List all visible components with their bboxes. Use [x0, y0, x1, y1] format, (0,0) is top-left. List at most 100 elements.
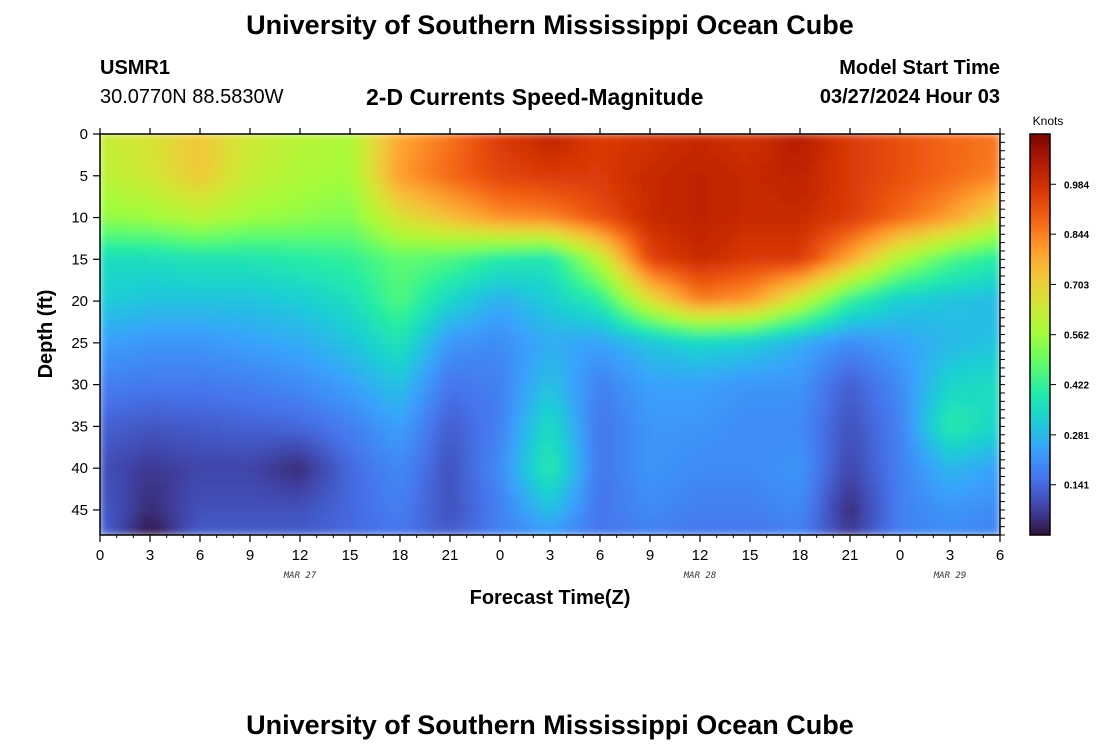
heatmap-cell — [599, 283, 611, 295]
heatmap-cell — [599, 434, 611, 446]
heatmap-cell — [599, 193, 611, 205]
heatmap-cell — [699, 213, 711, 225]
heatmap-cell — [279, 464, 291, 476]
heatmap-cell — [939, 263, 951, 275]
heatmap-cell — [729, 323, 741, 335]
heatmap-cell — [769, 404, 781, 416]
heatmap-cell — [649, 484, 661, 496]
heatmap-cell — [119, 173, 131, 185]
heatmap-cell — [549, 524, 561, 535]
heatmap-cell — [889, 233, 901, 245]
heatmap-cell — [419, 253, 431, 265]
heatmap-cell — [849, 484, 861, 496]
heatmap-cell — [289, 143, 301, 155]
heatmap-cell — [479, 253, 491, 265]
heatmap-cell — [289, 233, 301, 245]
heatmap-cell — [369, 193, 381, 205]
heatmap-cell — [339, 374, 351, 386]
heatmap-cell — [849, 424, 861, 436]
heatmap-cell — [159, 414, 171, 426]
heatmap-cell — [829, 494, 841, 506]
heatmap-cell — [459, 404, 471, 416]
heatmap-cell — [719, 253, 731, 265]
heatmap-cell — [409, 524, 421, 535]
heatmap-cell — [289, 524, 301, 535]
heatmap-cell — [639, 484, 651, 496]
heatmap-cell — [959, 213, 971, 225]
y-axis-label: Depth (ft) — [35, 290, 57, 379]
heatmap-cell — [429, 223, 441, 235]
heatmap-cell — [579, 143, 591, 155]
heatmap-cell — [779, 414, 791, 426]
heatmap-cell — [939, 504, 951, 516]
heatmap-cell — [759, 414, 771, 426]
heatmap-cell — [689, 424, 701, 436]
heatmap-cell — [789, 213, 801, 225]
heatmap-cell — [329, 323, 341, 335]
heatmap-cell — [809, 504, 821, 516]
heatmap-cell — [379, 253, 391, 265]
heatmap-cell — [159, 134, 171, 145]
heatmap-cell — [779, 323, 791, 335]
heatmap-cell — [289, 464, 301, 476]
heatmap-cell — [199, 384, 211, 396]
heatmap-cell — [409, 293, 421, 305]
heatmap-cell — [939, 524, 951, 535]
heatmap-cell — [559, 134, 571, 145]
heatmap-cell — [479, 464, 491, 476]
heatmap-cell — [769, 163, 781, 175]
heatmap-cell — [629, 233, 641, 245]
heatmap-cell — [989, 223, 1000, 235]
heatmap-cell — [959, 504, 971, 516]
heatmap-cell — [649, 213, 661, 225]
heatmap-cell — [449, 303, 461, 315]
heatmap-cell — [469, 504, 481, 516]
heatmap-cell — [579, 233, 591, 245]
heatmap-cell — [139, 384, 151, 396]
heatmap-cell — [389, 163, 401, 175]
heatmap-cell — [679, 464, 691, 476]
heatmap-cell — [419, 514, 431, 526]
heatmap-cell — [569, 233, 581, 245]
heatmap-cell — [729, 213, 741, 225]
heatmap-cell — [809, 374, 821, 386]
heatmap-cell — [879, 394, 891, 406]
heatmap-cell — [299, 163, 311, 175]
heatmap-cell — [619, 474, 631, 486]
heatmap-cell — [159, 354, 171, 366]
heatmap-cell — [879, 243, 891, 255]
heatmap-cell — [709, 213, 721, 225]
heatmap-cell — [319, 303, 331, 315]
heatmap-cell — [549, 163, 561, 175]
heatmap-cell — [929, 313, 941, 325]
heatmap-cell — [399, 183, 411, 195]
heatmap-cell — [169, 303, 181, 315]
heatmap-cell — [259, 414, 271, 426]
heatmap-cell — [249, 414, 261, 426]
heatmap-cell — [839, 474, 851, 486]
heatmap-cell — [629, 454, 641, 466]
heatmap-cell — [139, 424, 151, 436]
heatmap-cell — [819, 484, 831, 496]
heatmap-cell — [869, 134, 881, 145]
heatmap-cell — [189, 504, 201, 516]
heatmap-cell — [919, 384, 931, 396]
heatmap-cell — [579, 524, 591, 535]
heatmap-cell — [839, 404, 851, 416]
x-tick-label: 21 — [842, 547, 859, 564]
heatmap-cell — [239, 374, 251, 386]
heatmap-cell — [719, 183, 731, 195]
heatmap-cell — [379, 163, 391, 175]
heatmap-cell — [539, 213, 551, 225]
heatmap-cell — [739, 404, 751, 416]
heatmap-cell — [809, 143, 821, 155]
heatmap-cell — [309, 223, 321, 235]
heatmap-cell — [189, 404, 201, 416]
heatmap-cell — [889, 374, 901, 386]
heatmap-cell — [199, 213, 211, 225]
heatmap-cell — [889, 323, 901, 335]
heatmap-cell — [739, 303, 751, 315]
heatmap-cell — [569, 524, 581, 535]
heatmap-cell — [379, 303, 391, 315]
heatmap-cell — [509, 183, 521, 195]
